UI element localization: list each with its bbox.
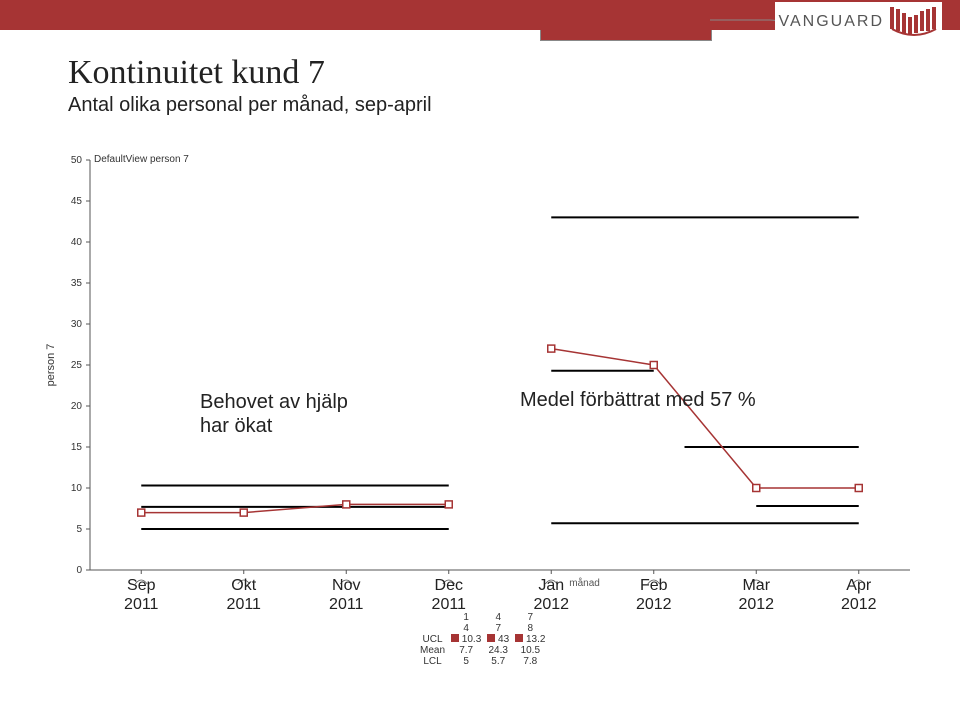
- svg-text:45: 45: [71, 196, 83, 207]
- vanguard-logo-icon: [890, 5, 938, 39]
- vanguard-logo: VANGUARD: [775, 2, 943, 42]
- annotation-help-text: Behovet av hjälp har ökat: [200, 391, 348, 437]
- svg-text:20: 20: [71, 401, 83, 412]
- x-axis-label: Apr2012: [831, 576, 887, 614]
- svg-text:DefaultView person 7: DefaultView person 7: [94, 154, 189, 165]
- stats-ucl-label: UCL: [423, 634, 443, 645]
- annotation-improve: Medel förbättrat med 57 %: [520, 388, 820, 412]
- title-block: Kontinuitet kund 7 Antal olika personal …: [68, 54, 432, 117]
- x-axis-label: Mar2012: [728, 576, 784, 614]
- svg-text:40: 40: [71, 237, 83, 248]
- x-axis-label: Dec2011: [421, 576, 477, 614]
- page-subtitle: Antal olika personal per månad, sep-apri…: [68, 94, 432, 117]
- stats-mean-label: Mean: [420, 645, 445, 656]
- spc-chart: 0 5 10 15 20 25 30 35 40 45 50 person 7 DefaultView …: [40, 150, 920, 620]
- header-accent: [540, 30, 712, 41]
- stats-lcl-label: LCL: [423, 656, 441, 667]
- svg-text:50: 50: [71, 155, 83, 166]
- annotation-improve-text: Medel förbättrat med 57 %: [520, 389, 756, 411]
- svg-text:15: 15: [71, 442, 83, 453]
- svg-text:25: 25: [71, 360, 83, 371]
- x-axis-label: Feb2012: [626, 576, 682, 614]
- svg-text:person 7: person 7: [45, 344, 57, 387]
- svg-text:0: 0: [76, 565, 82, 576]
- svg-text:30: 30: [71, 319, 83, 330]
- vanguard-logo-text: VANGUARD: [779, 13, 885, 31]
- x-axis-label: Jan2012: [523, 576, 579, 614]
- x-axis-label: Nov2011: [318, 576, 374, 614]
- chart-svg: 0 5 10 15 20 25 30 35 40 45 50 person 7 DefaultView …: [40, 150, 920, 620]
- svg-text:5: 5: [76, 524, 82, 535]
- x-axis-label: Sep2011: [113, 576, 169, 614]
- stats-table: UCL Mean LCL 1 4 10.3 7.7 5 4 7 43 24.3 …: [420, 612, 545, 667]
- annotation-help: Behovet av hjälp har ökat: [200, 390, 400, 438]
- page-title: Kontinuitet kund 7: [68, 54, 432, 92]
- x-axis-label: Okt2011: [216, 576, 272, 614]
- svg-text:35: 35: [71, 278, 83, 289]
- svg-text:10: 10: [71, 483, 83, 494]
